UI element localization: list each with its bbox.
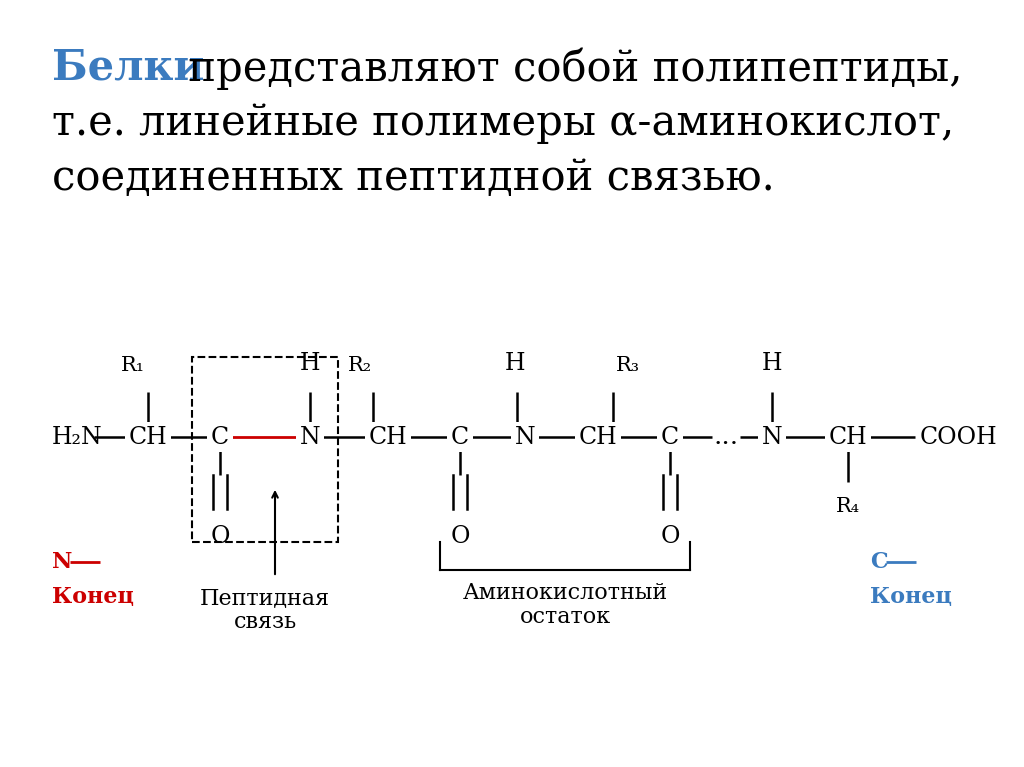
Text: ...: ... xyxy=(714,424,739,449)
Text: R₄: R₄ xyxy=(836,497,860,516)
Text: R₃: R₃ xyxy=(616,356,640,375)
Text: Белки: Белки xyxy=(52,47,205,89)
Text: O: O xyxy=(451,525,470,548)
Text: CH: CH xyxy=(129,426,167,449)
Text: C: C xyxy=(211,426,229,449)
Text: CH: CH xyxy=(828,426,867,449)
Text: Аминокислотный: Аминокислотный xyxy=(463,582,668,604)
Text: H: H xyxy=(762,352,782,375)
Text: O: O xyxy=(210,525,229,548)
Text: R₁: R₁ xyxy=(121,356,145,375)
Text: COOH: COOH xyxy=(920,426,997,449)
Text: CH: CH xyxy=(369,426,408,449)
Text: остаток: остаток xyxy=(519,606,610,628)
Text: N: N xyxy=(515,426,536,449)
Text: C: C xyxy=(451,426,469,449)
Text: H: H xyxy=(505,352,525,375)
Text: N: N xyxy=(762,426,782,449)
Text: H: H xyxy=(300,352,321,375)
Text: O: O xyxy=(660,525,680,548)
Text: представляют собой полипептиды,: представляют собой полипептиды, xyxy=(175,47,963,90)
Text: N: N xyxy=(52,551,73,573)
Text: Конец: Конец xyxy=(870,586,952,608)
Text: Пептидная: Пептидная xyxy=(200,587,330,609)
Text: CH: CH xyxy=(579,426,617,449)
Text: R₂: R₂ xyxy=(348,356,372,375)
Text: соединенных пептидной связью.: соединенных пептидной связью. xyxy=(52,157,775,199)
Text: С: С xyxy=(870,551,888,573)
Text: связь: связь xyxy=(233,611,297,633)
Text: т.е. линейные полимеры α-аминокислот,: т.е. линейные полимеры α-аминокислот, xyxy=(52,102,954,144)
Text: Конец: Конец xyxy=(52,586,134,608)
Text: C: C xyxy=(660,426,679,449)
Text: H₂N: H₂N xyxy=(52,426,102,449)
Text: N: N xyxy=(300,426,321,449)
